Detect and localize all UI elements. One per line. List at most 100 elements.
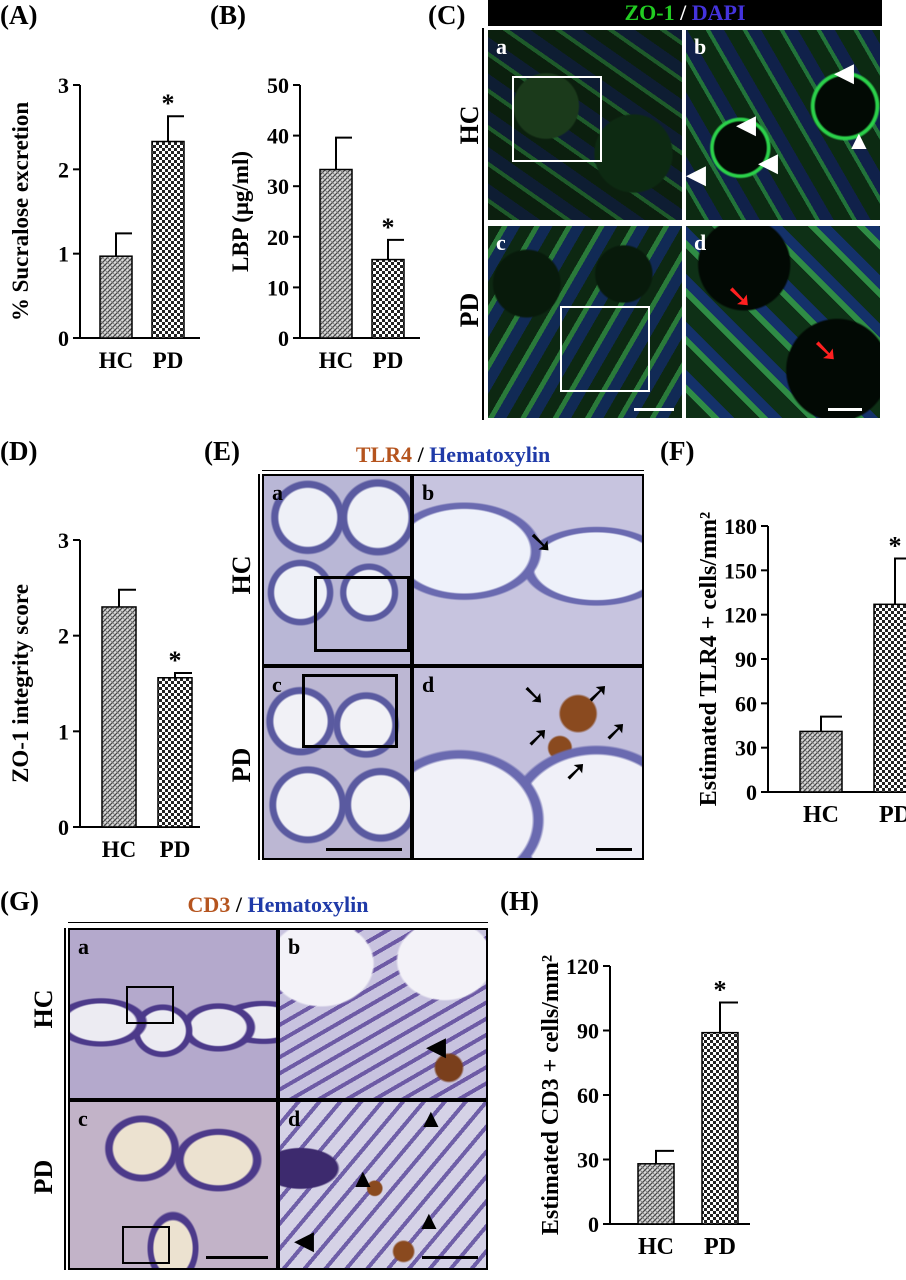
arrow-icon: ➘ — [522, 680, 546, 711]
x-tick-label: PD — [704, 1234, 736, 1260]
y-axis-label: ZO-1 integrity score — [8, 584, 33, 783]
x-tick-label: PD — [160, 837, 191, 862]
micrograph-g-a: a — [68, 928, 278, 1100]
sublabel-c-a: a — [496, 34, 507, 59]
x-tick-label: PD — [879, 802, 906, 828]
sublabel-g-a: a — [78, 934, 89, 959]
stain-header-c: ZO-1 / DAPI — [488, 0, 882, 26]
zoom-box-g-a — [126, 986, 174, 1024]
micrograph-e-c: c — [262, 666, 412, 860]
x-tick-label: HC — [803, 802, 839, 828]
x-tick-label: HC — [102, 837, 137, 862]
x-tick-label: PD — [153, 348, 184, 373]
header-rule-e — [262, 470, 644, 471]
significance-star: * — [382, 213, 395, 242]
sublabel-g-b: b — [288, 934, 301, 959]
chart-lbp: LBP (μg/ml) 0 10 20 30 40 50 HC PD * — [228, 73, 420, 373]
sublabel-c-c: c — [496, 230, 506, 255]
y-tick-label: 3 — [58, 528, 69, 553]
y-tick-label: 10 — [267, 275, 289, 300]
bar-hc — [101, 606, 137, 828]
arrowhead-icon: ◀ — [686, 160, 706, 189]
y-tick-label: 0 — [746, 780, 757, 805]
arrowhead-icon: ▲ — [416, 1206, 442, 1235]
arrow-icon: ➚ — [586, 678, 610, 709]
scale-bar — [422, 1256, 478, 1259]
y-tick-label: 1 — [58, 719, 69, 744]
arrow-icon: ➘ — [528, 526, 554, 559]
header-rule-g — [68, 922, 488, 923]
y-axis-label: LBP (μg/ml) — [228, 151, 253, 272]
micrograph-c-b: b ◀ ◀ ◀ ◀ ▲ — [684, 28, 882, 222]
panel-label-b: (B) — [210, 0, 246, 30]
zoom-box-e-c — [302, 674, 398, 748]
arrowhead-icon: ◀ — [426, 1032, 446, 1061]
sublabel-e-a: a — [272, 480, 283, 505]
x-tick-label: HC — [319, 348, 354, 373]
chart-tlr4-cells: Estimated TLR4 + cells/mm² 0 30 60 90 120 150 1… — [696, 512, 906, 828]
micrograph-g-c: c — [68, 1100, 278, 1270]
panel-label-e: (E) — [204, 436, 240, 466]
scale-bar — [206, 1256, 268, 1259]
sublabel-g-d: d — [288, 1106, 301, 1131]
stain-marker-e: TLR4 — [355, 442, 413, 467]
y-tick-label: 60 — [577, 1083, 599, 1108]
y-tick-label: 120 — [724, 603, 757, 628]
y-tick-label: 90 — [735, 647, 757, 672]
micrograph-e-a: a — [262, 474, 412, 666]
y-tick-label: 0 — [278, 326, 289, 351]
stain-header-e: TLR4 / Hematoxylin — [262, 442, 644, 468]
y-tick-label: 90 — [577, 1019, 599, 1044]
panel-label-f: (F) — [660, 436, 695, 466]
arrowhead-icon: ◀ — [736, 110, 756, 139]
x-tick-label: PD — [373, 348, 404, 373]
bar-pd — [371, 258, 405, 339]
stain-marker-c: ZO-1 — [624, 0, 675, 25]
scale-bar — [634, 408, 674, 411]
y-tick-label: 40 — [267, 124, 289, 149]
y-axis-label: Estimated TLR4 + cells/mm² — [696, 512, 722, 806]
stain-marker-g: CD3 — [187, 892, 231, 917]
micrograph-c-a: a — [486, 28, 684, 222]
significance-star: * — [162, 89, 175, 118]
y-tick-label: 20 — [267, 225, 289, 250]
bar-hc — [637, 1163, 675, 1225]
scale-bar — [596, 848, 632, 851]
zoom-box-c-a — [512, 76, 602, 162]
arrowhead-icon: ◀ — [294, 1226, 314, 1255]
stain-sep-c: / — [674, 0, 692, 25]
y-tick-label: 2 — [58, 624, 69, 649]
stain-counter-c: DAPI — [691, 0, 746, 25]
arrowhead-icon: ◀ — [758, 148, 778, 177]
sublabel-e-d: d — [422, 672, 435, 697]
bar-pd — [151, 140, 185, 339]
micrograph-e-d: d ➘ ➚ ➚ ➚ ➚ — [412, 666, 644, 860]
x-tick-label: HC — [638, 1234, 674, 1260]
panel-label-h: (H) — [500, 886, 539, 916]
y-tick-label: 0 — [58, 815, 69, 840]
zoom-box-c-c — [560, 306, 650, 392]
micrograph-e-b: b ➘ — [412, 474, 644, 666]
zoom-box-e-a — [314, 576, 410, 652]
sublabel-e-b: b — [422, 480, 435, 505]
row-label-pd-g: PD — [29, 1159, 58, 1195]
bar-hc — [319, 168, 353, 339]
arrowhead-icon: ▲ — [350, 1164, 376, 1193]
y-tick-label: 1 — [58, 242, 69, 267]
arrowhead-icon: ▲ — [846, 126, 872, 155]
panel-label-c: (C) — [428, 0, 466, 30]
y-tick-label: 50 — [267, 73, 289, 98]
stain-header-g: CD3 / Hematoxylin — [68, 892, 488, 918]
scale-bar — [326, 848, 402, 851]
stain-sep-g: / — [230, 892, 248, 917]
bar-hc — [99, 255, 133, 339]
significance-star: * — [889, 532, 902, 561]
row-label-hc-e: HC — [227, 555, 256, 595]
y-tick-label: 150 — [724, 558, 757, 583]
micrograph-g-b: b ◀ — [278, 928, 488, 1100]
arrow-icon: ➚ — [604, 716, 628, 747]
y-axis-label: Estimated CD3 + cells/mm² — [538, 955, 564, 1235]
y-tick-label: 30 — [267, 174, 289, 199]
y-tick-label: 0 — [58, 326, 69, 351]
zoom-box-g-c — [122, 1226, 170, 1264]
